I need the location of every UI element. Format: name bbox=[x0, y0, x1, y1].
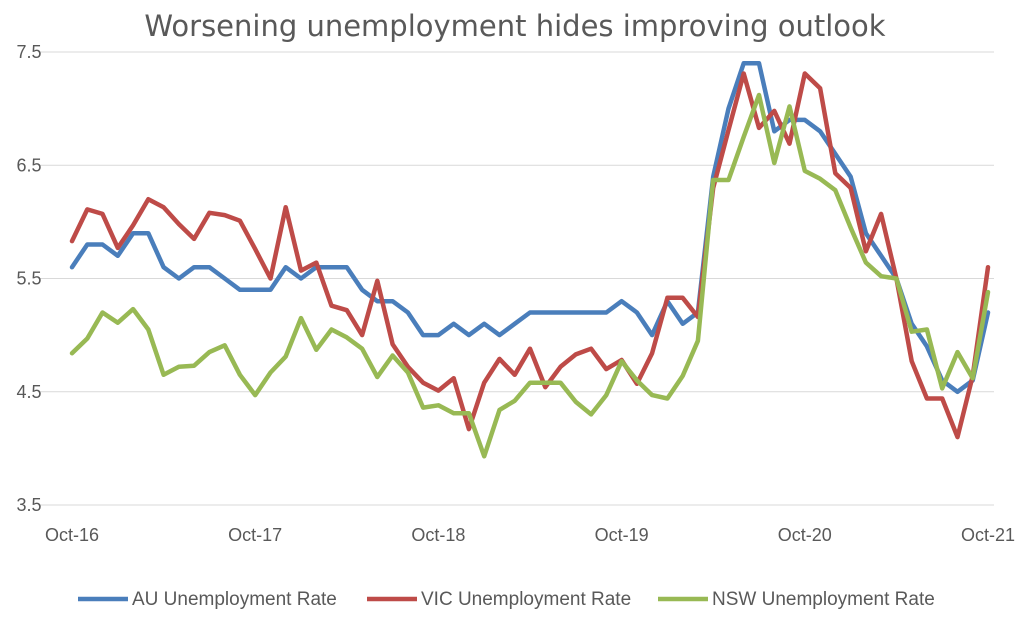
x-tick-label: Oct-20 bbox=[778, 525, 832, 545]
legend: AU Unemployment Rate VIC Unemployment Rat… bbox=[78, 589, 935, 610]
x-tick-label: Oct-21 bbox=[961, 525, 1015, 545]
chart-title: Worsening unemployment hides improving o… bbox=[144, 9, 885, 43]
series-line-2 bbox=[69, 92, 991, 459]
series-line-1 bbox=[69, 71, 991, 440]
legend-label: NSW Unemployment Rate bbox=[712, 589, 935, 610]
x-axis-ticks: Oct-16 Oct-17 Oct-18 Oct-19 Oct-20 Oct-21 bbox=[45, 525, 1015, 545]
gridlines bbox=[40, 51, 994, 506]
y-tick-label: 3.5 bbox=[16, 495, 41, 515]
y-tick-label: 7.5 bbox=[16, 42, 41, 62]
series-line-0 bbox=[69, 61, 991, 395]
y-tick-label: 5.5 bbox=[16, 269, 41, 289]
y-tick-label: 6.5 bbox=[16, 155, 41, 175]
x-tick-label: Oct-19 bbox=[595, 525, 649, 545]
x-tick-label: Oct-16 bbox=[45, 525, 99, 545]
legend-label: AU Unemployment Rate bbox=[132, 589, 337, 610]
legend-label: VIC Unemployment Rate bbox=[421, 589, 631, 610]
y-tick-label: 4.5 bbox=[16, 382, 41, 402]
series-lines bbox=[69, 61, 991, 459]
x-tick-label: Oct-18 bbox=[411, 525, 465, 545]
x-tick-label: Oct-17 bbox=[228, 525, 282, 545]
y-axis-ticks: 3.5 4.5 5.5 6.5 7.5 bbox=[16, 42, 41, 515]
